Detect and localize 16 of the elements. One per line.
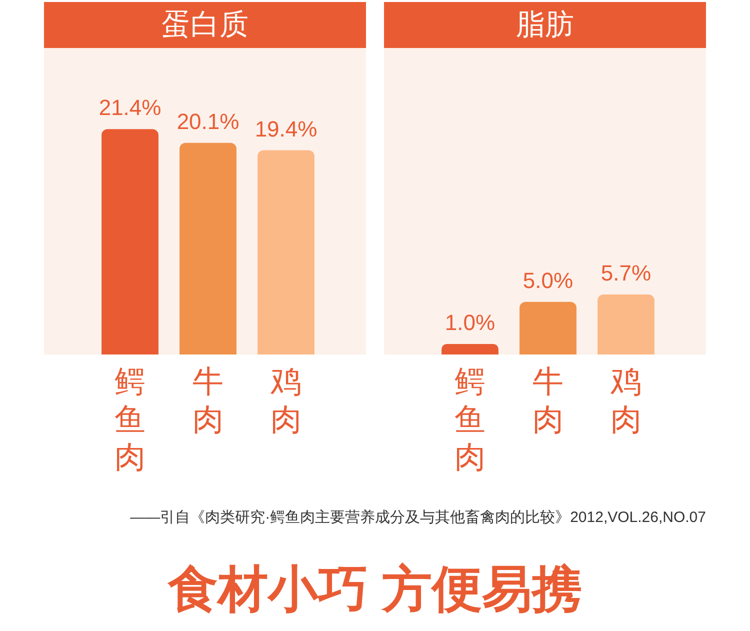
x-tick-label: 牛肉 (532, 364, 564, 437)
chart-title: 脂肪 (384, 2, 706, 48)
chart-title: 蛋白质 (44, 2, 366, 48)
x-tick-label: 牛肉 (192, 364, 224, 437)
text: 食材小巧 方便易携 (166, 560, 583, 619)
data-label: 5.0% (522, 268, 574, 293)
x-tick-label: 鳄鱼肉 (114, 364, 146, 475)
text: ——引自《肉类研究·鳄鱼肉主要营养成分及与其他畜禽肉的比较》2012,VOL.26,NO.07 (130, 508, 706, 527)
data-label: 20.1% (176, 108, 240, 134)
data-label: 1.0% (444, 310, 496, 336)
data-label: 19.4% (254, 116, 318, 142)
x-tick-label: 鳄鱼肉 (454, 364, 486, 475)
data-label: 21.4% (98, 95, 162, 120)
x-tick-label: 鸡肉 (270, 364, 302, 437)
data-label: 5.7% (600, 260, 652, 286)
x-tick-label: 鸡肉 (610, 364, 642, 437)
